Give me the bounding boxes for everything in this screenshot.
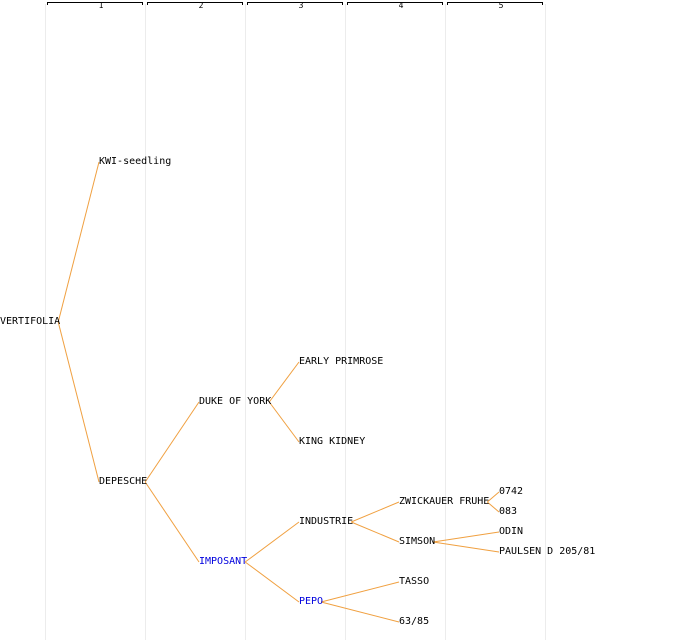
- edge-vertifolia-kwi_seedling: [57, 161, 100, 323]
- generation-number: 5: [498, 1, 504, 10]
- column-guide: [545, 4, 546, 640]
- column-guide: [245, 4, 246, 640]
- node-zwickauer-fruhe[interactable]: ZWICKAUER FRUHE: [399, 496, 490, 507]
- column-guide: [445, 4, 446, 640]
- generation-bracket-1: [47, 2, 143, 5]
- column-guide: [145, 4, 146, 640]
- node-vertifolia[interactable]: VERTIFOLIA: [0, 316, 61, 327]
- generation-bracket-3: [247, 2, 343, 5]
- node-early-primrose[interactable]: EARLY PRIMROSE: [299, 356, 384, 367]
- edge-imposant-pepo: [244, 561, 300, 603]
- node-kwi-seedling[interactable]: KWI-seedling: [99, 156, 172, 167]
- edge-zwickauer_fruhe-n083: [486, 501, 500, 513]
- edge-duke_of_york-early_primrose: [268, 361, 300, 403]
- node-odin[interactable]: ODIN: [499, 526, 524, 537]
- node-0742[interactable]: 0742: [499, 486, 524, 497]
- generation-bracket-5: [447, 2, 543, 5]
- node-63-85[interactable]: 63/85: [399, 616, 430, 627]
- edge-vertifolia-depesche: [57, 321, 100, 483]
- generation-number: 1: [98, 1, 104, 10]
- edge-simson-odin: [433, 531, 500, 543]
- node-industrie[interactable]: INDUSTRIE: [299, 516, 354, 527]
- column-guide: [345, 4, 346, 640]
- node-simson[interactable]: SIMSON: [399, 536, 436, 547]
- edge-depesche-duke_of_york: [144, 401, 200, 483]
- generation-number: 3: [298, 1, 304, 10]
- node-king-kidney[interactable]: KING KIDNEY: [299, 436, 366, 447]
- edge-industrie-simson: [350, 521, 400, 543]
- node-083[interactable]: 083: [499, 506, 518, 517]
- edge-imposant-industrie: [244, 521, 300, 563]
- edge-pepo-tasso: [320, 581, 400, 603]
- generation-bracket-4: [347, 2, 443, 5]
- edge-industrie-zwickauer_fruhe: [350, 501, 400, 523]
- generation-number: 4: [398, 1, 404, 10]
- edge-simson-paulsen: [433, 541, 500, 553]
- node-imposant[interactable]: IMPOSANT: [199, 556, 248, 567]
- node-duke-of-york[interactable]: DUKE OF YORK: [199, 396, 272, 407]
- edge-depesche-imposant: [144, 481, 200, 563]
- column-guide: [45, 4, 46, 640]
- node-depesche[interactable]: DEPESCHE: [99, 476, 148, 487]
- edge-duke_of_york-king_kidney: [268, 401, 300, 443]
- edge-zwickauer_fruhe-n0742: [486, 491, 500, 503]
- node-paulsen-d-205-81[interactable]: PAULSEN D 205/81: [499, 546, 596, 557]
- edge-pepo-n63_85: [320, 601, 400, 623]
- generation-bracket-2: [147, 2, 243, 5]
- generation-number: 2: [198, 1, 204, 10]
- node-tasso[interactable]: TASSO: [399, 576, 430, 587]
- node-pepo[interactable]: PEPO: [299, 596, 324, 607]
